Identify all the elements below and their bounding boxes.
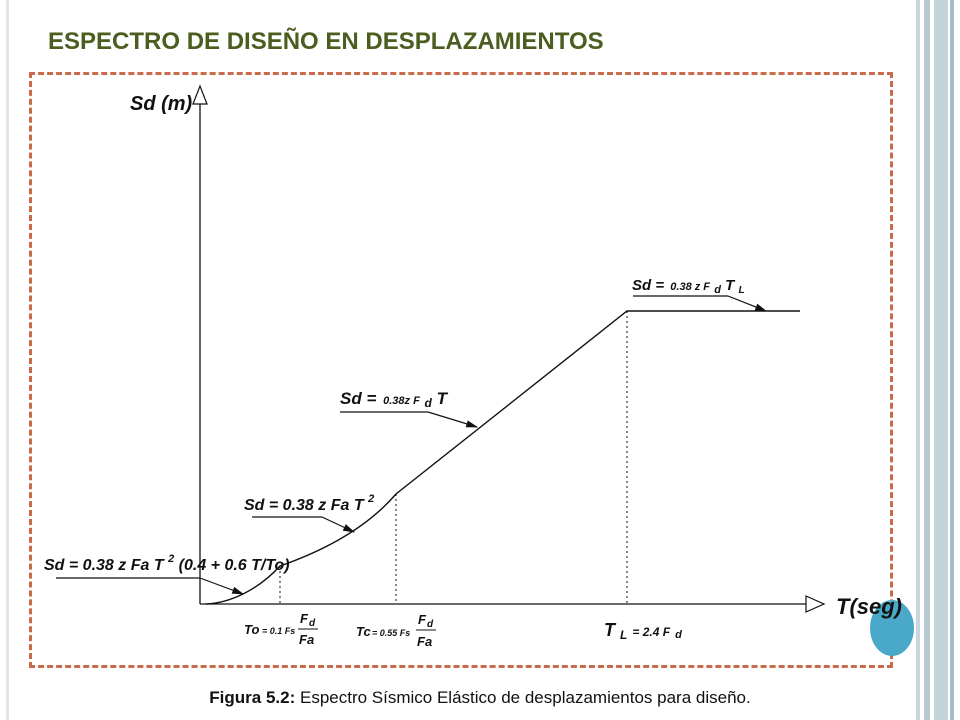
tick-to-label: To = 0.1 Fs F d Fa <box>244 611 318 647</box>
eq-plateau-arrow <box>727 295 768 312</box>
svg-text:To: To <box>244 622 259 637</box>
eq-initial: Sd = 0.38 z Fa T 2 (0.4 + 0.6 T/To) <box>44 549 290 574</box>
eq-initial-arrow <box>199 577 245 595</box>
slide-title: ESPECTRO DE DISEÑO EN DESPLAZAMIENTOS <box>48 28 604 55</box>
svg-text:d: d <box>309 618 316 629</box>
caption-label: Figura 5.2: <box>209 688 296 707</box>
figure-frame <box>29 72 893 668</box>
svg-text:F: F <box>300 611 309 626</box>
svg-text:= 0.1 Fs: = 0.1 Fs <box>262 626 295 636</box>
svg-text:Fa: Fa <box>417 634 432 649</box>
eq-linear: Sd = 0.38z F d T <box>340 389 449 411</box>
eq-quadratic-arrow <box>321 516 356 533</box>
eq-plateau: Sd = 0.38 z F d T L <box>632 277 745 297</box>
svg-text:F: F <box>418 612 427 627</box>
eq-linear-arrow <box>427 411 479 428</box>
tick-tc-label: Tc = 0.55 Fs F d Fa <box>356 612 436 649</box>
figure-caption: Figura 5.2: Espectro Sísmico Elástico de… <box>0 688 960 708</box>
tick-tl-label: T L = 2.4 F d <box>604 620 682 643</box>
y-axis-label: Sd (m) <box>130 93 193 115</box>
svg-text:Tc: Tc <box>356 624 371 639</box>
right-decorative-bars <box>916 0 960 720</box>
x-axis-label: T(seg) <box>836 594 902 619</box>
caption-text: Espectro Sísmico Elástico de desplazamie… <box>299 688 751 707</box>
y-axis-arrow-icon <box>192 84 208 105</box>
x-axis-arrow-icon <box>805 595 826 613</box>
svg-text:= 0.55 Fs: = 0.55 Fs <box>372 628 410 638</box>
left-edge-rule <box>6 0 9 720</box>
svg-text:d: d <box>427 619 434 630</box>
svg-text:Fa: Fa <box>299 632 314 647</box>
spectrum-curve <box>205 310 800 605</box>
accent-circle <box>870 600 914 656</box>
eq-quadratic: Sd = 0.38 z Fa T 2 <box>244 493 374 514</box>
